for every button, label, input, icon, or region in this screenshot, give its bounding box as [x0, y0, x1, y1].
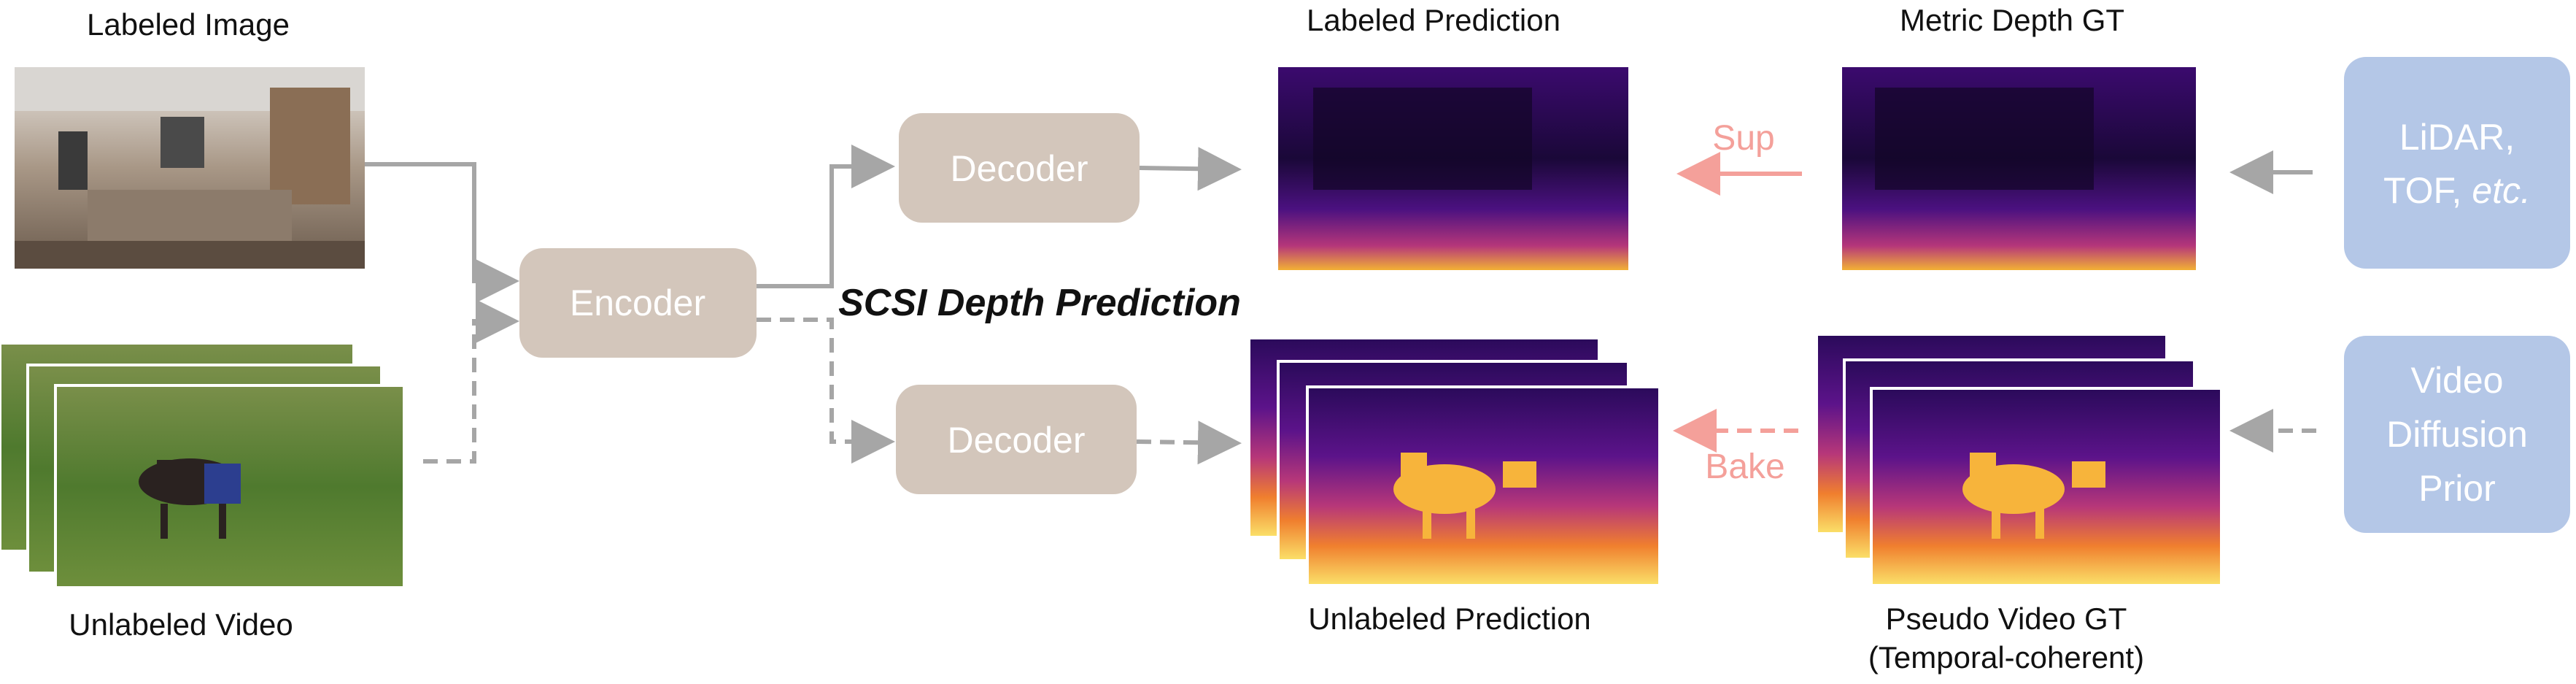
- decoder-bottom-label: Decoder: [948, 420, 1086, 461]
- arrow-video-to-encoder: [423, 299, 519, 464]
- encoder-label: Encoder: [570, 283, 705, 323]
- prior-label-line1: Video: [2411, 360, 2504, 401]
- arrow-encoder-to-decoder-bottom: [757, 318, 895, 464]
- unlabeled-video-frames: [0, 342, 406, 589]
- decoder-top-label: Decoder: [951, 148, 1088, 189]
- video-diffusion-prior-box: Video Diffusion Prior: [2344, 336, 2570, 533]
- labeled-prediction-label: Labeled Prediction: [1307, 3, 1560, 37]
- tof-etc-label: TOF, etc.: [2383, 170, 2531, 211]
- arrow-image-to-encoder: [365, 162, 519, 303]
- pseudo-video-gt-stack: [1815, 333, 2223, 587]
- pseudo-video-gt-label: Pseudo Video GT: [1886, 602, 2127, 636]
- encoder-box: Encoder: [519, 248, 757, 358]
- unlabeled-prediction-stack: [1248, 337, 1661, 587]
- prior-label-line3: Prior: [2418, 468, 2496, 509]
- arrow-decoder-to-unlabeled-prediction: [1136, 420, 1242, 465]
- unlabeled-prediction-label: Unlabeled Prediction: [1308, 602, 1591, 636]
- metric-depth-gt-map: [1842, 67, 2196, 270]
- tof-label: TOF,: [2383, 170, 2472, 211]
- decoder-top-box: Decoder: [899, 113, 1140, 223]
- bake-label: Bake: [1705, 447, 1784, 486]
- etc-label: etc.: [2472, 170, 2531, 211]
- diagram-title: SCSI Depth Prediction: [838, 282, 1241, 324]
- arrow-decoder-to-labeled-prediction: [1139, 147, 1242, 191]
- prior-label-line2: Diffusion: [2386, 414, 2528, 455]
- lidar-tof-source-box: LiDAR, TOF, etc.: [2344, 57, 2570, 269]
- lidar-label: LiDAR,: [2399, 117, 2515, 158]
- labeled-prediction-map: [1278, 67, 1628, 270]
- decoder-bottom-box: Decoder: [896, 385, 1137, 494]
- labeled-image: [15, 67, 365, 269]
- metric-depth-gt-label: Metric Depth GT: [1900, 3, 2124, 37]
- sup-label: Sup: [1712, 119, 1774, 158]
- unlabeled-video-label: Unlabeled Video: [69, 607, 293, 642]
- labeled-image-label: Labeled Image: [87, 7, 290, 42]
- pseudo-video-gt-sublabel: (Temporal-coherent): [1868, 640, 2144, 675]
- arrow-encoder-to-decoder-top: [757, 145, 895, 288]
